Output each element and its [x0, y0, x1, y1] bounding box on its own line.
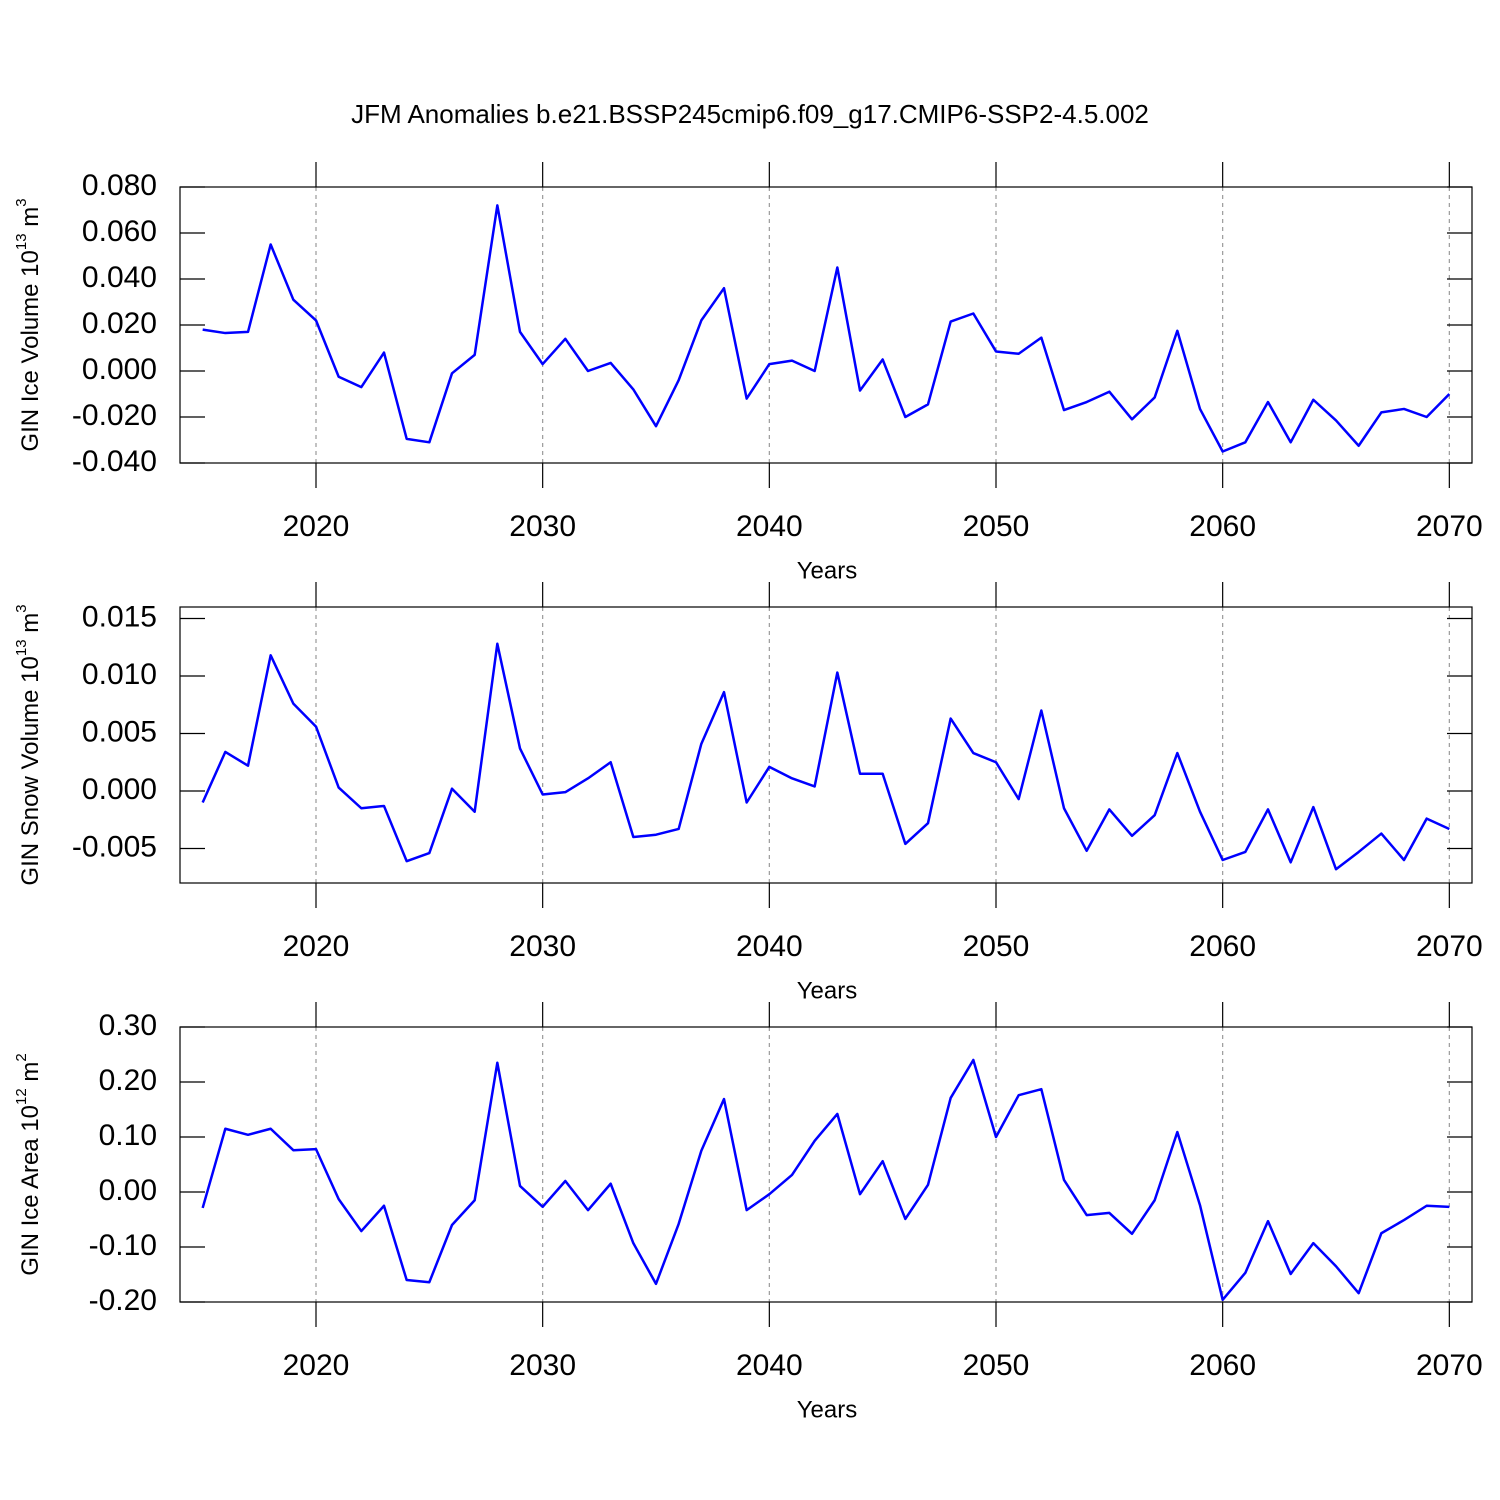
y-axis-label-part: m [17, 613, 44, 640]
y-axis-label-superscript: 3 [13, 198, 30, 206]
y-axis-label-part: m [17, 1062, 44, 1089]
figure-title: JFM Anomalies b.e21.BSSP245cmip6.f09_g17… [351, 99, 1149, 129]
data-line [201, 642, 1450, 871]
y-axis-label: GIN Ice Volume 1013 m3 [13, 198, 44, 451]
y-tick-label: 0.015 [82, 600, 157, 633]
x-axis-label: Years [797, 557, 858, 584]
y-tick-label: 0.00 [99, 1174, 157, 1207]
y-tick-label: -0.040 [72, 445, 157, 478]
x-tick-label: 2030 [509, 1349, 576, 1382]
y-axis-label-superscript: 2 [13, 1053, 30, 1061]
data-line [201, 1058, 1450, 1302]
x-tick-label: 2070 [1416, 510, 1483, 543]
y-axis-label-superscript: 3 [13, 604, 30, 612]
plot-frame [179, 606, 1473, 884]
x-tick-label: 2020 [283, 510, 350, 543]
y-tick-label: -0.10 [89, 1229, 157, 1262]
data-line [202, 204, 1451, 453]
x-tick-label: 2050 [963, 1349, 1030, 1382]
y-tick-label: 0.060 [82, 215, 157, 248]
x-tick-label: 2020 [283, 1349, 350, 1382]
y-tick-label: 0.080 [82, 169, 157, 202]
plot-frame [179, 1026, 1473, 1303]
y-tick-label: -0.020 [72, 399, 157, 432]
x-tick-label: 2070 [1416, 1349, 1483, 1382]
x-tick-label: 2070 [1416, 930, 1483, 963]
x-tick-label: 2050 [963, 930, 1030, 963]
x-tick-label: 2060 [1189, 930, 1256, 963]
y-tick-label: 0.000 [82, 773, 157, 806]
y-axis-label-superscript: 13 [13, 233, 30, 250]
y-axis-label: GIN Ice Area 1012 m2 [13, 1053, 44, 1275]
x-tick-label: 2060 [1189, 510, 1256, 543]
panel: 2020 2030 2040 2050 2060 2070 0.080 0.060 0.040 0… [13, 162, 1483, 584]
y-tick-label: 0.040 [82, 261, 157, 294]
y-axis-label-superscript: 13 [13, 639, 30, 656]
y-tick-label: 0.20 [99, 1064, 157, 1097]
x-tick-label: 2040 [736, 510, 803, 543]
x-axis-label: Years [797, 977, 858, 1004]
x-axis-label: Years [797, 1396, 858, 1423]
y-axis-label: GIN Snow Volume 1013 m3 [13, 604, 44, 885]
y-tick-label: 0.10 [99, 1119, 157, 1152]
y-tick-label: 0.000 [82, 353, 157, 386]
y-axis-label-part: GIN Ice Area 10 [17, 1105, 44, 1276]
y-tick-label: 0.30 [99, 1009, 157, 1042]
plot-frame [179, 186, 1473, 464]
x-tick-label: 2020 [283, 930, 350, 963]
y-axis-label-superscript: 12 [13, 1088, 30, 1105]
x-tick-label: 2060 [1189, 1349, 1256, 1382]
x-tick-label: 2030 [509, 510, 576, 543]
y-axis-label-part: GIN Ice Volume 10 [17, 250, 44, 451]
panel: 2020 2030 2040 2050 2060 2070 0.30 0.20 0.10 0.00… [13, 1002, 1483, 1423]
x-tick-label: 2030 [509, 930, 576, 963]
y-tick-label: 0.010 [82, 658, 157, 691]
y-axis-label-part: GIN Snow Volume 10 [17, 656, 44, 885]
y-tick-label: 0.020 [82, 307, 157, 340]
x-tick-label: 2040 [736, 930, 803, 963]
panel: 2020 2030 2040 2050 2060 2070 0.015 0.010 0.005 0… [13, 582, 1483, 1004]
y-tick-label: 0.005 [82, 715, 157, 748]
y-axis-label-part: m [17, 207, 44, 234]
y-tick-label: -0.005 [72, 830, 157, 863]
y-tick-label: -0.20 [89, 1284, 157, 1317]
x-tick-label: 2050 [963, 510, 1030, 543]
x-tick-label: 2040 [736, 1349, 803, 1382]
